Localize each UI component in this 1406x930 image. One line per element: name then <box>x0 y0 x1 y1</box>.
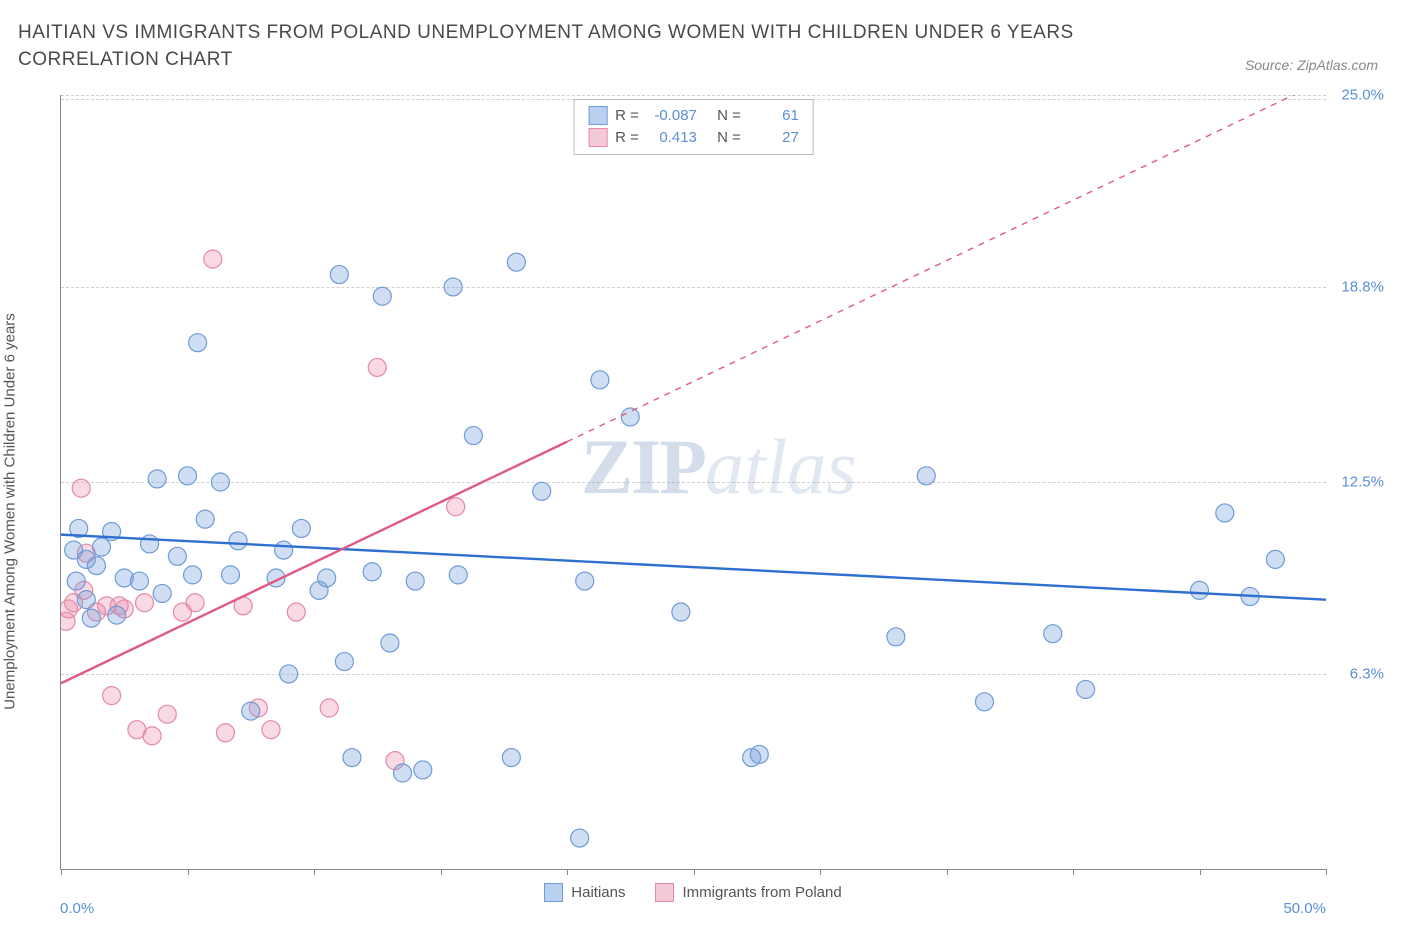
scatter-svg <box>61 95 1326 869</box>
data-point <box>591 371 609 389</box>
data-point <box>292 519 310 537</box>
data-point <box>1191 581 1209 599</box>
data-point <box>373 287 391 305</box>
legend-item-haitians: Haitians <box>544 883 625 902</box>
data-point <box>77 591 95 609</box>
data-point <box>103 687 121 705</box>
data-point <box>275 541 293 559</box>
data-point <box>447 498 465 516</box>
data-point <box>141 535 159 553</box>
data-point <box>92 538 110 556</box>
data-point <box>1077 680 1095 698</box>
trend-line <box>61 535 1326 600</box>
data-point <box>335 653 353 671</box>
y-axis-label: Unemployment Among Women with Children U… <box>2 313 19 710</box>
data-point <box>82 609 100 627</box>
data-point <box>444 278 462 296</box>
data-point <box>211 473 229 491</box>
data-point <box>143 727 161 745</box>
data-point <box>168 547 186 565</box>
data-point <box>320 699 338 717</box>
data-point <box>672 603 690 621</box>
data-point <box>229 532 247 550</box>
data-point <box>158 705 176 723</box>
legend-label: Haitians <box>571 884 625 901</box>
x-max-label: 50.0% <box>1283 900 1326 917</box>
data-point <box>153 584 171 602</box>
stats-legend: R = -0.087 N = 61 R = 0.413 N = 27 <box>573 99 814 155</box>
data-point <box>318 569 336 587</box>
data-point <box>108 606 126 624</box>
plot-area: ZIPatlas R = -0.087 N = 61 R = 0.413 N =… <box>60 95 1326 870</box>
swatch-haitians-icon <box>544 883 563 902</box>
data-point <box>414 761 432 779</box>
data-point <box>135 594 153 612</box>
data-point <box>330 266 348 284</box>
stats-row-haitians: R = -0.087 N = 61 <box>588 105 799 127</box>
data-point <box>1266 550 1284 568</box>
data-point <box>1044 625 1062 643</box>
data-point <box>1216 504 1234 522</box>
data-point <box>502 749 520 767</box>
x-min-label: 0.0% <box>60 900 94 917</box>
data-point <box>368 358 386 376</box>
data-point <box>204 250 222 268</box>
trend-line <box>61 442 567 683</box>
data-point <box>280 665 298 683</box>
chart-title: HAITIAN VS IMMIGRANTS FROM POLAND UNEMPL… <box>18 20 1138 73</box>
data-point <box>507 253 525 271</box>
data-point <box>130 572 148 590</box>
data-point <box>242 702 260 720</box>
y-tick-label: 18.8% <box>1341 278 1384 295</box>
data-point <box>343 749 361 767</box>
data-point <box>533 482 551 500</box>
data-point <box>189 334 207 352</box>
data-point <box>184 566 202 584</box>
data-point <box>917 467 935 485</box>
legend-label: Immigrants from Poland <box>682 884 841 901</box>
data-point <box>216 724 234 742</box>
data-point <box>287 603 305 621</box>
data-point <box>67 572 85 590</box>
legend-item-poland: Immigrants from Poland <box>655 883 841 902</box>
data-point <box>148 470 166 488</box>
data-point <box>262 721 280 739</box>
data-point <box>406 572 424 590</box>
stats-row-poland: R = 0.413 N = 27 <box>588 127 799 149</box>
data-point <box>87 557 105 575</box>
data-point <box>186 594 204 612</box>
data-point <box>621 408 639 426</box>
data-point <box>363 563 381 581</box>
data-point <box>196 510 214 528</box>
data-point <box>381 634 399 652</box>
source-label: Source: ZipAtlas.com <box>1245 57 1378 73</box>
data-point <box>464 427 482 445</box>
data-point <box>222 566 240 584</box>
y-tick-label: 6.3% <box>1350 665 1384 682</box>
data-point <box>576 572 594 590</box>
data-point <box>72 479 90 497</box>
swatch-poland-icon <box>588 128 607 147</box>
data-point <box>750 745 768 763</box>
y-tick-label: 25.0% <box>1341 87 1384 104</box>
bottom-legend: Haitians Immigrants from Poland <box>60 883 1326 902</box>
data-point <box>887 628 905 646</box>
y-tick-label: 12.5% <box>1341 474 1384 491</box>
swatch-haitians-icon <box>588 106 607 125</box>
data-point <box>179 467 197 485</box>
data-point <box>975 693 993 711</box>
chart-container: Unemployment Among Women with Children U… <box>18 95 1388 910</box>
data-point <box>394 764 412 782</box>
data-point <box>449 566 467 584</box>
swatch-poland-icon <box>655 883 674 902</box>
data-point <box>571 829 589 847</box>
